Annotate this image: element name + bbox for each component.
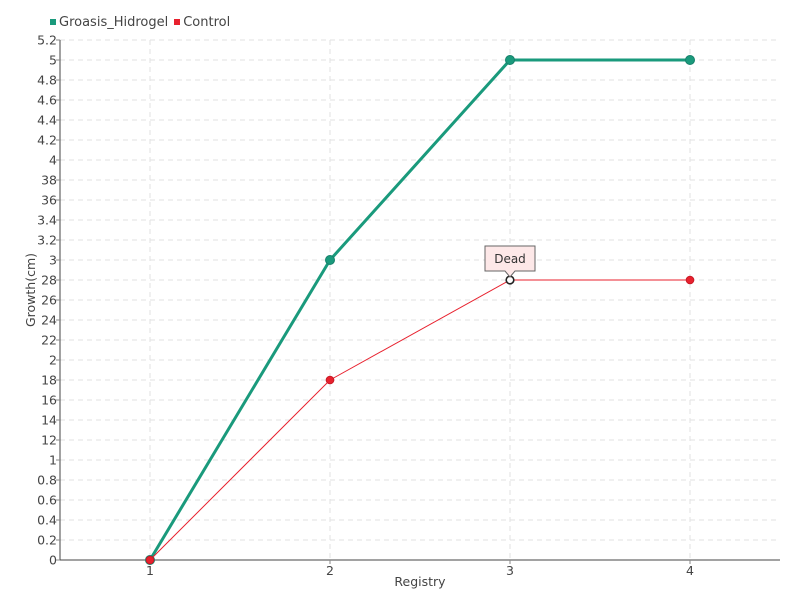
y-tick-label: 4.4 bbox=[37, 113, 57, 128]
legend-item-control[interactable]: Control bbox=[174, 15, 230, 30]
x-tick-label: 1 bbox=[146, 563, 154, 578]
y-tick-label: 36 bbox=[41, 193, 57, 208]
y-tick-label: 1 bbox=[49, 453, 57, 468]
legend-swatch-control bbox=[174, 19, 181, 25]
legend-label-control: Control bbox=[183, 14, 231, 30]
y-tick-label: 3 bbox=[49, 253, 57, 268]
data-point-control bbox=[325, 375, 335, 385]
legend-label-groasis-hidrogel: Groasis_Hidrogel bbox=[59, 14, 169, 30]
y-tick-label: 28 bbox=[41, 273, 57, 288]
y-tick-label: 12 bbox=[41, 433, 57, 448]
legend-item-groasis-hidrogel[interactable]: Groasis_Hidrogel bbox=[50, 15, 168, 30]
y-tick-label: 0.8 bbox=[37, 473, 57, 488]
legend-swatch-groasis-hidrogel bbox=[50, 19, 56, 25]
y-tick-label: 38 bbox=[41, 173, 57, 188]
y-tick-label: 14 bbox=[41, 413, 57, 428]
annotation-layer: Dead bbox=[484, 245, 536, 278]
y-tick-label: 0.2 bbox=[37, 533, 57, 548]
y-tick-label: 18 bbox=[41, 373, 57, 388]
y-tick-label: 0.6 bbox=[37, 493, 57, 508]
y-tick-label: 4 bbox=[49, 153, 57, 168]
data-point-groasis-hidrogel bbox=[325, 255, 335, 265]
legend: Groasis_Hidrogel Control bbox=[50, 13, 236, 31]
y-tick-label: 24 bbox=[41, 313, 57, 328]
y-tick-label: 26 bbox=[41, 293, 57, 308]
y-tick-label: 0 bbox=[49, 553, 57, 568]
y-tick-label: 22 bbox=[41, 333, 57, 348]
x-tick-label: 3 bbox=[506, 563, 514, 578]
y-axis-title: Growth(cm) bbox=[23, 253, 38, 327]
x-tick-label: 2 bbox=[326, 563, 334, 578]
series-layer bbox=[145, 55, 695, 565]
annotation-callout bbox=[484, 245, 536, 278]
x-axis-title: Registry bbox=[394, 574, 446, 589]
data-point-groasis-hidrogel bbox=[505, 55, 515, 65]
y-axis-ticks: 00.20.40.60.811214161822224262833.23.436… bbox=[37, 33, 60, 568]
y-tick-label: 0.4 bbox=[37, 513, 57, 528]
y-tick-label: 3.2 bbox=[37, 233, 57, 248]
data-point-control bbox=[685, 275, 695, 285]
grid bbox=[60, 39, 780, 560]
y-tick-label: 3.4 bbox=[37, 213, 57, 228]
y-tick-label: 5.2 bbox=[37, 33, 57, 48]
data-point-groasis-hidrogel bbox=[685, 55, 695, 65]
series-line-groasis-hidrogel bbox=[148, 58, 690, 561]
data-point-control bbox=[145, 555, 155, 565]
y-tick-label: 4.8 bbox=[37, 73, 57, 88]
annotation-label: Dead bbox=[494, 252, 526, 266]
y-tick-label: 4.2 bbox=[37, 133, 57, 148]
y-tick-label: 5 bbox=[49, 53, 57, 68]
y-tick-label: 2 bbox=[49, 353, 57, 368]
y-tick-label: 16 bbox=[41, 393, 57, 408]
x-tick-label: 4 bbox=[686, 563, 694, 578]
y-tick-label: 4.6 bbox=[37, 93, 57, 108]
series-line-control bbox=[149, 279, 690, 561]
